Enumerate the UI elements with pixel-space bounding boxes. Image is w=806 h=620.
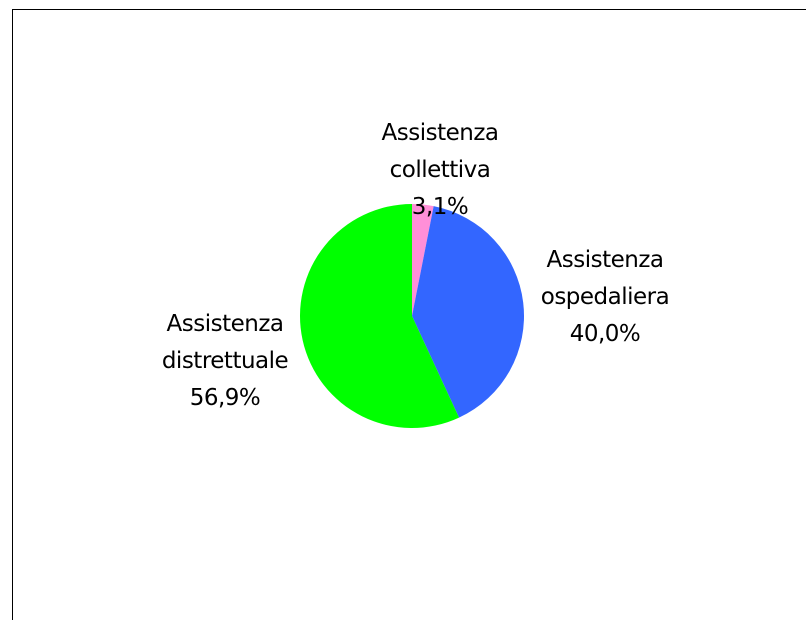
category-label: Assistenza ospedaliera [540,247,670,310]
slice-label: Assistenza collettiva 3,1% [365,115,515,226]
chart-frame [12,9,806,620]
category-label: Assistenza distrettuale [161,311,289,374]
value-label: 3,1% [411,194,469,220]
pie-slice [412,206,524,418]
value-label: 40,0% [569,321,641,347]
pie-slice [299,204,460,428]
pie-slice [412,204,434,316]
slice-label: Assistenza ospedaliera 40,0% [530,242,680,353]
value-label: 56,9% [189,385,261,411]
category-label: Assistenza collettiva [381,120,500,183]
slice-label: Assistenza distrettuale 56,9% [150,306,300,417]
